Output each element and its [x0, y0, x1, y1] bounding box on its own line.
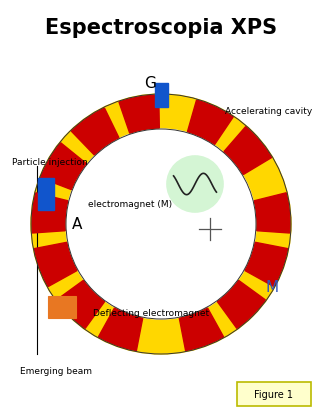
Text: Figure 1: Figure 1 [255, 389, 294, 399]
Text: M: M [266, 280, 278, 295]
Polygon shape [119, 96, 159, 134]
Circle shape [199, 218, 221, 240]
Polygon shape [32, 193, 68, 233]
Text: A: A [72, 217, 82, 232]
Bar [48, 296, 76, 318]
FancyBboxPatch shape [237, 382, 311, 406]
Text: electromagnet (M): electromagnet (M) [88, 200, 172, 209]
Polygon shape [217, 281, 266, 329]
Bar [155, 84, 168, 108]
Polygon shape [254, 193, 290, 233]
Text: Deflecting electromagnet: Deflecting electromagnet [93, 309, 209, 318]
Text: Emerging beam: Emerging beam [20, 367, 92, 375]
Polygon shape [187, 101, 233, 145]
Circle shape [66, 130, 256, 319]
Text: Accelerating cavity: Accelerating cavity [225, 107, 312, 116]
Circle shape [31, 95, 291, 354]
Polygon shape [57, 281, 105, 329]
Text: Espectroscopia XPS: Espectroscopia XPS [45, 18, 277, 38]
Polygon shape [224, 127, 272, 175]
Polygon shape [71, 109, 119, 156]
Bar [38, 178, 54, 211]
Text: Particle injection: Particle injection [12, 158, 88, 167]
Polygon shape [41, 143, 86, 190]
Polygon shape [179, 308, 224, 351]
Polygon shape [245, 243, 287, 287]
Text: G: G [144, 75, 156, 90]
Circle shape [167, 157, 223, 212]
Polygon shape [99, 308, 143, 351]
Polygon shape [34, 243, 77, 287]
